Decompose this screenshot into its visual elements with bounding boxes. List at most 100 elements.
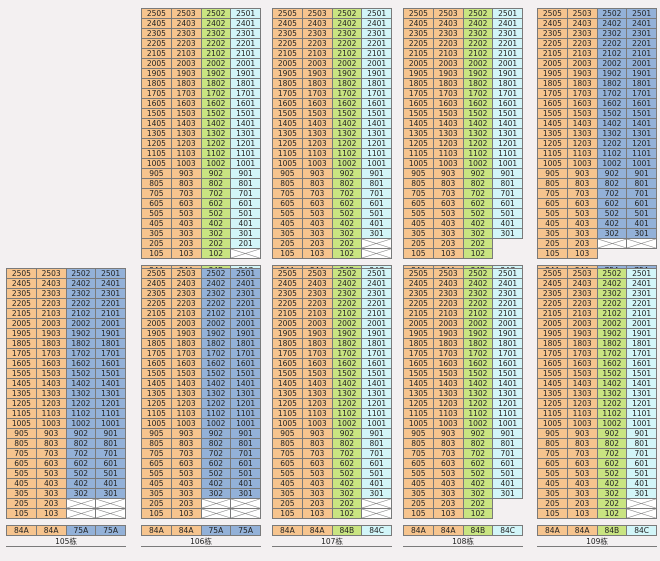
- unit-cell[interactable]: 1202: [462, 398, 494, 409]
- unit-cell[interactable]: 902: [65, 428, 97, 439]
- unit-cell[interactable]: 1505: [141, 108, 172, 119]
- unit-cell[interactable]: 1901: [361, 328, 392, 339]
- unit-cell[interactable]: 1302: [596, 388, 628, 399]
- unit-cell[interactable]: 1405: [141, 118, 172, 129]
- unit-cell[interactable]: 501: [492, 208, 523, 219]
- unit-cell[interactable]: 605: [537, 198, 568, 209]
- unit-cell[interactable]: 105: [141, 248, 172, 259]
- unit-cell[interactable]: 703: [566, 448, 598, 459]
- unit-cell[interactable]: 1001: [95, 418, 126, 429]
- unit-cell[interactable]: 1305: [141, 128, 172, 139]
- unit-cell[interactable]: 1202: [331, 398, 363, 409]
- unit-cell[interactable]: 701: [626, 188, 657, 199]
- unit-cell[interactable]: 2305: [403, 288, 434, 299]
- unit-cell[interactable]: 2201: [626, 298, 657, 309]
- unit-cell[interactable]: 2001: [230, 318, 261, 329]
- unit-cell[interactable]: 1903: [432, 328, 464, 339]
- unit-cell[interactable]: 1303: [35, 388, 67, 399]
- unit-cell[interactable]: 1001: [492, 158, 523, 169]
- unit-cell[interactable]: 1502: [462, 108, 494, 119]
- unit-cell[interactable]: 2302: [65, 288, 97, 299]
- unit-cell[interactable]: 1403: [170, 118, 202, 129]
- unit-cell[interactable]: 2101: [361, 48, 392, 59]
- unit-cell[interactable]: 303: [301, 228, 333, 239]
- unit-cell[interactable]: 1305: [6, 388, 37, 399]
- unit-cell[interactable]: 1402: [331, 118, 363, 129]
- unit-cell[interactable]: 2302: [596, 28, 628, 39]
- unit-cell[interactable]: 1105: [403, 148, 434, 159]
- unit-cell[interactable]: 1605: [141, 358, 172, 369]
- unit-cell[interactable]: 1403: [566, 118, 598, 129]
- unit-cell[interactable]: 1302: [200, 388, 232, 399]
- unit-cell[interactable]: 205: [272, 238, 303, 249]
- unit-cell[interactable]: 601: [626, 198, 657, 209]
- unit-cell[interactable]: 1305: [403, 388, 434, 399]
- unit-cell[interactable]: 1105: [272, 148, 303, 159]
- unit-cell[interactable]: 1401: [492, 118, 523, 129]
- unit-cell[interactable]: 703: [566, 188, 598, 199]
- unit-cell[interactable]: 1601: [230, 358, 261, 369]
- unit-cell[interactable]: 1202: [596, 398, 628, 409]
- unit-cell[interactable]: 1105: [272, 408, 303, 419]
- unit-cell[interactable]: 1502: [200, 108, 232, 119]
- unit-cell[interactable]: 302: [596, 228, 628, 239]
- unit-cell[interactable]: 2403: [566, 18, 598, 29]
- unit-cell[interactable]: 1602: [331, 358, 363, 369]
- unit-cell[interactable]: 2403: [170, 18, 202, 29]
- unit-cell[interactable]: 802: [462, 438, 494, 449]
- unit-cell[interactable]: 803: [170, 438, 202, 449]
- unit-cell[interactable]: 602: [200, 198, 232, 209]
- unit-cell[interactable]: 1703: [566, 88, 598, 99]
- unit-cell[interactable]: 1203: [170, 398, 202, 409]
- unit-cell[interactable]: 305: [141, 488, 172, 499]
- unit-cell[interactable]: 2001: [626, 318, 657, 329]
- unit-cell[interactable]: 205: [141, 238, 172, 249]
- unit-cell[interactable]: 2302: [596, 288, 628, 299]
- unit-cell[interactable]: 2501: [361, 8, 392, 19]
- unit-cell[interactable]: 105: [537, 508, 568, 519]
- unit-cell[interactable]: 2005: [403, 318, 434, 329]
- unit-cell[interactable]: 1305: [403, 128, 434, 139]
- unit-cell[interactable]: 1303: [432, 388, 464, 399]
- unit-cell[interactable]: 702: [331, 188, 363, 199]
- unit-cell[interactable]: 203: [432, 498, 464, 509]
- unit-cell[interactable]: 802: [65, 438, 97, 449]
- unit-cell[interactable]: 2105: [537, 308, 568, 319]
- unit-cell[interactable]: 1202: [462, 138, 494, 149]
- unit-cell[interactable]: 1902: [331, 68, 363, 79]
- unit-cell[interactable]: 2202: [200, 38, 232, 49]
- unit-cell[interactable]: 405: [6, 478, 37, 489]
- unit-cell[interactable]: 2201: [492, 38, 523, 49]
- unit-cell[interactable]: 2205: [141, 38, 172, 49]
- unit-cell[interactable]: 205: [141, 498, 172, 509]
- unit-cell[interactable]: 901: [230, 168, 261, 179]
- unit-cell[interactable]: 1302: [200, 128, 232, 139]
- unit-cell[interactable]: 1102: [65, 408, 97, 419]
- unit-cell[interactable]: 103: [432, 508, 464, 519]
- unit-cell[interactable]: 301: [361, 228, 392, 239]
- unit-cell[interactable]: 705: [6, 448, 37, 459]
- unit-cell[interactable]: 1602: [462, 358, 494, 369]
- unit-cell[interactable]: 1802: [331, 78, 363, 89]
- unit-cell[interactable]: 701: [230, 188, 261, 199]
- unit-cell[interactable]: 1501: [492, 108, 523, 119]
- unit-cell[interactable]: 2305: [141, 288, 172, 299]
- unit-cell[interactable]: 1101: [626, 148, 657, 159]
- unit-cell[interactable]: 1802: [462, 78, 494, 89]
- unit-cell[interactable]: 905: [403, 428, 434, 439]
- unit-cell[interactable]: 1303: [566, 128, 598, 139]
- unit-cell[interactable]: 2503: [432, 268, 464, 279]
- unit-cell[interactable]: 1203: [170, 138, 202, 149]
- unit-cell[interactable]: 1502: [462, 368, 494, 379]
- unit-cell[interactable]: 1002: [65, 418, 97, 429]
- unit-cell[interactable]: 702: [596, 448, 628, 459]
- unit-cell[interactable]: 1302: [596, 128, 628, 139]
- unit-cell[interactable]: 1103: [566, 408, 598, 419]
- unit-cell[interactable]: 1703: [170, 88, 202, 99]
- unit-cell[interactable]: 1502: [596, 108, 628, 119]
- unit-cell[interactable]: 901: [361, 168, 392, 179]
- unit-cell[interactable]: 1602: [331, 98, 363, 109]
- unit-cell[interactable]: 303: [35, 488, 67, 499]
- unit-cell[interactable]: 1602: [200, 358, 232, 369]
- unit-cell[interactable]: 1903: [301, 68, 333, 79]
